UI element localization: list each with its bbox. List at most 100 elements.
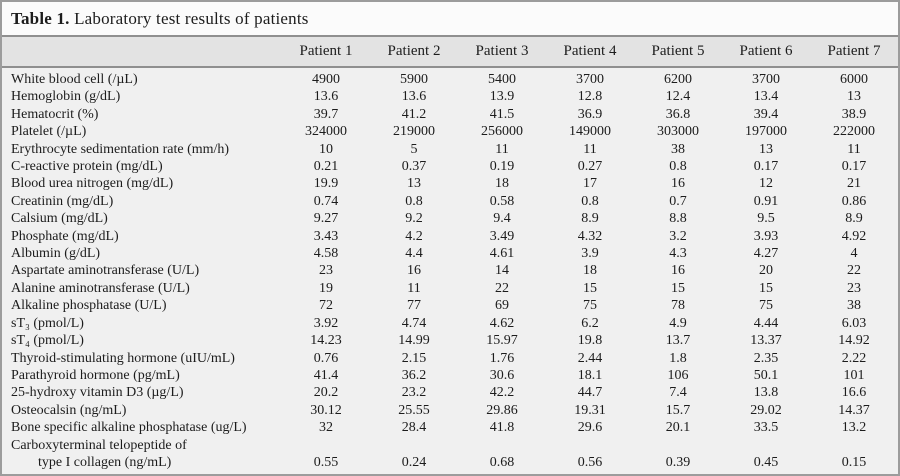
table-row: Thyroid-stimulating hormone (uIU/mL) 0.76…: [2, 350, 898, 367]
value-cell: 4.2: [405, 228, 423, 244]
value-cell: 15: [671, 280, 685, 296]
value-cell: 11: [407, 280, 421, 296]
value-cell: 222000: [833, 124, 875, 140]
table-row: Phosphate (mg/dL) 3.43 4.2 3.49 4.32 3.2 3.93 4…: [2, 228, 898, 245]
value-cell: 0.39: [665, 454, 691, 470]
table-row: Osteocalsin (ng/mL) 30.12 25.55 29.86 19.31 1…: [2, 402, 898, 419]
row-label: Parathyroid hormone (pg/mL): [11, 367, 180, 383]
value-cell: 39.4: [753, 106, 779, 122]
value-cell: 72: [319, 298, 333, 314]
value-cell: 3.93: [753, 228, 779, 244]
table-header-row: Patient 1 Patient 2 Patient 3 Patient 4 Pati…: [2, 37, 898, 68]
table-row: Creatinin (mg/dL) 0.74 0.8 0.58 0.8 0.7 0.91 0.…: [2, 193, 898, 210]
value-cell: 75: [759, 298, 773, 314]
value-cell: 69: [495, 298, 509, 314]
row-label: Hematocrit (%): [11, 106, 99, 122]
value-cell: 0.17: [841, 159, 867, 175]
value-cell: 0.17: [753, 159, 779, 175]
row-label: Thyroid-stimulating hormone (uIU/mL): [11, 350, 235, 366]
value-cell: 256000: [481, 124, 523, 140]
table-title: Table 1. Laboratory test results of pati…: [2, 2, 898, 37]
value-cell: 23: [847, 280, 861, 296]
value-cell: 0.19: [489, 159, 515, 175]
value-cell: 0.37: [401, 159, 427, 175]
row-label: sT₄ (pmol/L): [11, 333, 84, 349]
table-row: Bone specific alkaline phosphatase (ug/L…: [2, 419, 898, 436]
value-cell: 41.5: [489, 106, 515, 122]
table-row: Albumin (g/dL) 4.58 4.4 4.61 3.9 4.3 4.27 4: [2, 245, 898, 262]
value-cell: 36.2: [401, 367, 427, 383]
value-cell: 13: [407, 176, 421, 192]
value-cell: 4.3: [669, 246, 687, 262]
value-cell: 2.22: [841, 350, 867, 366]
value-cell: 12.8: [577, 89, 603, 105]
row-label: Hemoglobin (g/dL): [11, 89, 121, 105]
value-cell: 0.68: [489, 454, 515, 470]
value-cell: 13.2: [841, 420, 867, 436]
value-cell: 7.4: [669, 385, 687, 401]
row-label: Osteocalsin (ng/mL): [11, 402, 127, 418]
value-cell: 12: [759, 176, 773, 192]
column-header: Patient 2: [370, 37, 458, 68]
row-label: Erythrocyte sedimentation rate (mm/h): [11, 141, 230, 157]
value-cell: 3.2: [669, 228, 687, 244]
value-cell: 13.8: [753, 385, 779, 401]
value-cell: 14.37: [838, 402, 870, 418]
value-cell: 0.76: [313, 350, 339, 366]
value-cell: 14: [495, 263, 509, 279]
value-cell: 2.15: [401, 350, 427, 366]
value-cell: 16: [407, 263, 421, 279]
value-cell: 19: [319, 280, 333, 296]
value-cell: 0.56: [577, 454, 603, 470]
row-label: Calsium (mg/dL): [11, 211, 108, 227]
value-cell: 75: [583, 298, 597, 314]
value-cell: 0.8: [669, 159, 687, 175]
row-label: 25-hydroxy vitamin D3 (µg/L): [11, 385, 184, 401]
table-row: Alanine aminotransferase (U/L) 19 11 22 15 15…: [2, 280, 898, 297]
table-row: Blood urea nitrogen (mg/dL) 19.9 13 18 17 16 1…: [2, 175, 898, 192]
value-cell: 15: [583, 280, 597, 296]
value-cell: 0.15: [841, 454, 867, 470]
value-cell: 15: [759, 280, 773, 296]
value-cell: 36.8: [665, 106, 691, 122]
value-cell: 14.23: [310, 333, 342, 349]
table-row: Calsium (mg/dL) 9.27 9.2 9.4 8.9 8.8 9.5 8.9: [2, 210, 898, 227]
value-cell: 11: [847, 141, 861, 157]
table-number-label: Table 1.: [11, 9, 70, 28]
value-cell: 18.1: [577, 367, 603, 383]
value-cell: 41.8: [489, 420, 515, 436]
header-spacer-cell: [2, 37, 282, 68]
value-cell: 41.2: [401, 106, 427, 122]
value-cell: 50.1: [753, 367, 779, 383]
value-cell: 41.4: [313, 367, 339, 383]
table-row: Aspartate aminotransferase (U/L) 23 16 14 18…: [2, 262, 898, 279]
value-cell: 29.02: [750, 402, 782, 418]
value-cell: 25.55: [398, 402, 430, 418]
column-header: Patient 4: [546, 37, 634, 68]
value-cell: 3700: [576, 72, 604, 87]
value-cell: 6.2: [581, 315, 599, 331]
value-cell: 12.4: [665, 89, 691, 105]
value-cell: 16: [671, 263, 685, 279]
value-cell: 0.45: [753, 454, 779, 470]
value-cell: 4: [850, 246, 858, 262]
value-cell: 19.9: [313, 176, 339, 192]
row-label: Bone specific alkaline phosphatase (ug/L…: [11, 420, 247, 436]
value-cell: 19.31: [574, 402, 606, 418]
value-cell: 23: [319, 263, 333, 279]
value-cell: 33.5: [753, 420, 779, 436]
value-cell: 149000: [569, 124, 611, 140]
value-cell: 13.9: [489, 89, 515, 105]
value-cell: 9.4: [493, 211, 511, 227]
value-cell: 324000: [305, 124, 347, 140]
value-cell: 0.74: [313, 193, 339, 209]
value-cell: 32: [319, 420, 333, 436]
value-cell: 0.7: [669, 193, 687, 209]
value-cell: 13.6: [313, 89, 339, 105]
value-cell: 6000: [840, 72, 868, 87]
value-cell: 0.58: [489, 193, 515, 209]
value-cell: 14.99: [398, 333, 430, 349]
value-cell: 6.03: [841, 315, 867, 331]
value-cell: 106: [667, 367, 689, 383]
lab-results-table: Patient 1 Patient 2 Patient 3 Patient 4 Pati…: [2, 37, 898, 473]
